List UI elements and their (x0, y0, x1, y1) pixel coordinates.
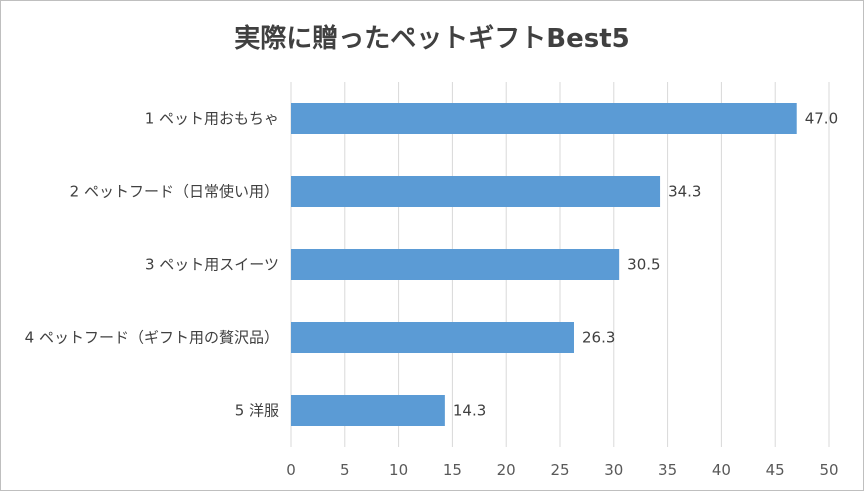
data-label: 14.3 (453, 402, 486, 420)
category-label: 3 ペット用スイーツ (145, 256, 279, 274)
data-label: 26.3 (582, 329, 615, 347)
x-tick-label: 30 (604, 461, 623, 479)
x-tick-label: 15 (443, 461, 462, 479)
x-tick-label: 50 (819, 461, 838, 479)
category-label: 2 ペットフード（日常使い用） (70, 183, 279, 201)
category-label: 1 ペット用おもちゃ (145, 110, 279, 128)
x-tick-label: 45 (766, 461, 785, 479)
data-label: 34.3 (668, 183, 701, 201)
x-tick-label: 25 (550, 461, 569, 479)
x-tick-label: 0 (286, 461, 296, 479)
x-tick-label: 35 (658, 461, 677, 479)
category-label: 4 ペットフード（ギフト用の贅沢品） (25, 329, 279, 347)
x-tick-label: 40 (712, 461, 731, 479)
x-tick-label: 10 (389, 461, 408, 479)
bar (291, 395, 445, 426)
bar (291, 103, 797, 134)
data-label: 30.5 (627, 256, 660, 274)
x-tick-label: 20 (497, 461, 516, 479)
x-tick-label: 5 (340, 461, 350, 479)
chart-title: 実際に贈ったペットギフトBest5 (234, 24, 630, 54)
category-label: 5 洋服 (235, 402, 279, 420)
bar (291, 322, 574, 353)
bar (291, 176, 661, 207)
bar (291, 249, 620, 280)
data-label: 47.0 (805, 110, 838, 128)
